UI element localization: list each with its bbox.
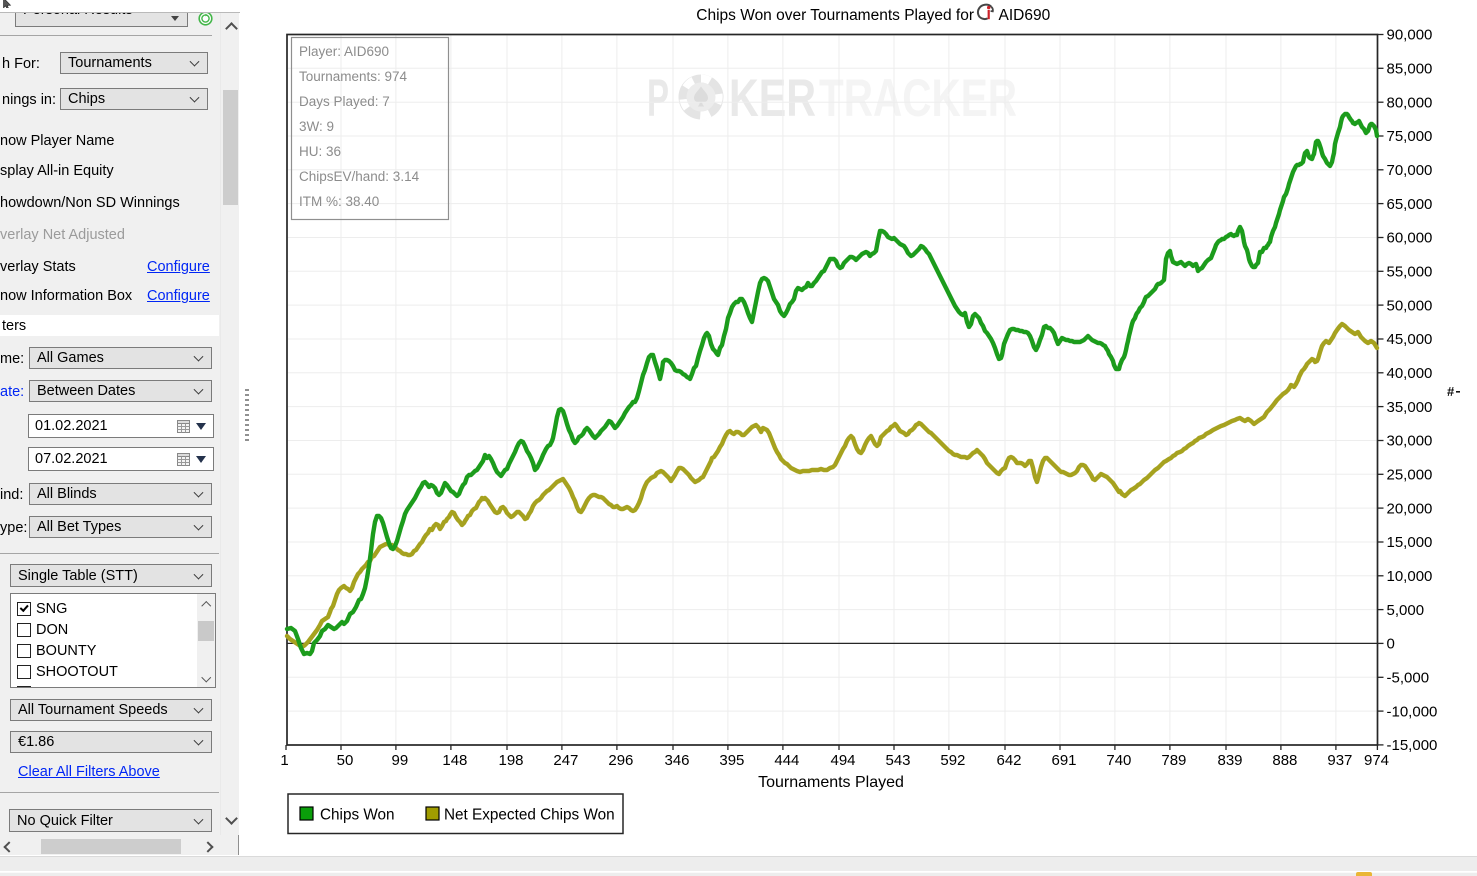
svg-text:Tournaments Played: Tournaments Played [758, 774, 904, 791]
svg-text:1: 1 [280, 752, 288, 769]
svg-text:346: 346 [664, 752, 689, 769]
svg-text:90,000: 90,000 [1387, 27, 1433, 44]
svg-text:444: 444 [774, 752, 799, 769]
svg-text:80,000: 80,000 [1387, 94, 1433, 111]
svg-text:839: 839 [1217, 752, 1242, 769]
svg-text:592: 592 [940, 752, 965, 769]
svg-text:642: 642 [996, 752, 1021, 769]
svg-text:691: 691 [1051, 752, 1076, 769]
svg-text:ITM %: 38.40: ITM %: 38.40 [299, 194, 379, 209]
svg-text:-10,000: -10,000 [1387, 703, 1438, 720]
svg-text:50: 50 [337, 752, 354, 769]
svg-text:30,000: 30,000 [1387, 433, 1433, 450]
svg-text:ChipsEV/hand: 3.14: ChipsEV/hand: 3.14 [299, 169, 420, 184]
svg-text:HU: 36: HU: 36 [299, 144, 341, 159]
svg-text:65,000: 65,000 [1387, 196, 1433, 213]
svg-text:P: P [647, 69, 669, 128]
svg-text:198: 198 [498, 752, 523, 769]
svg-text:937: 937 [1327, 752, 1352, 769]
svg-text:789: 789 [1161, 752, 1186, 769]
svg-text:Chips Won over Tournaments Pla: Chips Won over Tournaments Played for [696, 7, 974, 24]
svg-text:40,000: 40,000 [1387, 365, 1433, 382]
svg-text:35,000: 35,000 [1387, 399, 1433, 416]
svg-text:AID690: AID690 [999, 7, 1051, 24]
svg-text:3W: 9: 3W: 9 [299, 119, 334, 134]
svg-text:148: 148 [442, 752, 467, 769]
svg-text:55,000: 55,000 [1387, 264, 1433, 281]
svg-text:296: 296 [608, 752, 633, 769]
svg-text:20,000: 20,000 [1387, 500, 1433, 517]
svg-text:740: 740 [1106, 752, 1131, 769]
svg-text:60,000: 60,000 [1387, 230, 1433, 247]
svg-text:0: 0 [1387, 636, 1395, 653]
svg-text:Player: AID690: Player: AID690 [299, 44, 389, 59]
svg-text:10,000: 10,000 [1387, 568, 1433, 585]
svg-text:99: 99 [392, 752, 409, 769]
svg-text:25,000: 25,000 [1387, 467, 1433, 484]
svg-text:70,000: 70,000 [1387, 162, 1433, 179]
svg-text:15,000: 15,000 [1387, 534, 1433, 551]
svg-text:Tournaments: 974: Tournaments: 974 [299, 69, 408, 84]
svg-text:974: 974 [1364, 752, 1389, 769]
svg-text:543: 543 [885, 752, 910, 769]
svg-text:45,000: 45,000 [1387, 331, 1433, 348]
svg-text:888: 888 [1272, 752, 1297, 769]
svg-text:85,000: 85,000 [1387, 61, 1433, 78]
svg-text:75,000: 75,000 [1387, 128, 1433, 145]
svg-text:247: 247 [553, 752, 578, 769]
svg-text:#: # [1447, 384, 1455, 399]
svg-text:Net Expected Chips Won: Net Expected Chips Won [444, 807, 615, 824]
svg-text:TRACKER: TRACKER [819, 69, 1017, 128]
svg-text:395: 395 [719, 752, 744, 769]
svg-text:5,000: 5,000 [1387, 602, 1425, 619]
svg-text:Chips Won: Chips Won [320, 807, 395, 824]
svg-text:-5,000: -5,000 [1387, 670, 1430, 687]
svg-text:Days Played: 7: Days Played: 7 [299, 94, 390, 109]
svg-text:494: 494 [830, 752, 855, 769]
svg-text:-15,000: -15,000 [1387, 737, 1438, 754]
svg-text:KER: KER [729, 69, 816, 128]
svg-text:50,000: 50,000 [1387, 297, 1433, 314]
